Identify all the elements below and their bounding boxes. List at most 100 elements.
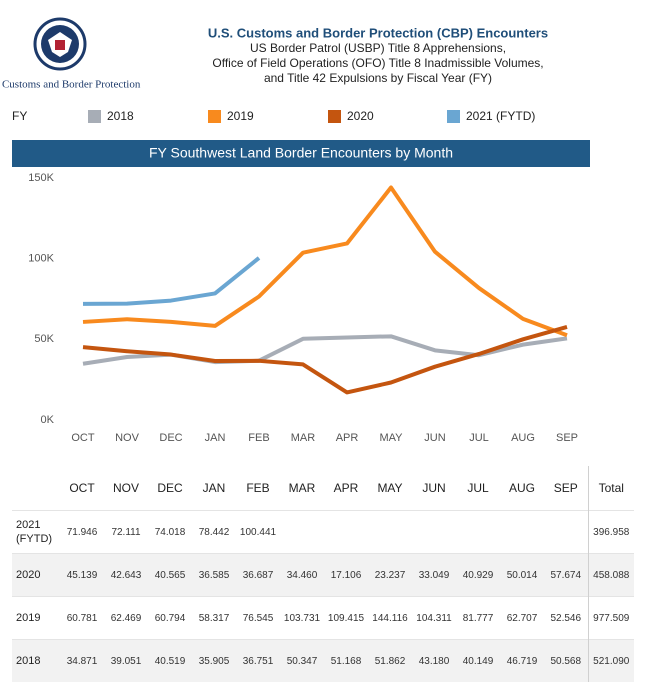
table-cell: 40.149 [456,639,500,682]
header-cell [12,466,60,511]
series-line [82,325,568,395]
table-cell [544,510,588,554]
legend-swatch [88,110,101,123]
table-cell: 62.469 [104,596,148,640]
legend-title: FY [12,109,27,123]
header-cell: NOV [112,481,139,495]
header-cell: DEC [157,481,183,495]
x-tick-label: SEP [556,432,578,444]
x-tick-label: MAR [291,432,316,444]
x-tick-label: APR [336,432,359,444]
header-cell: Total [587,466,634,511]
table-cell: 45.139 [60,553,104,597]
header-cell: JUL [467,481,489,495]
series-line [82,185,568,338]
table-cell [368,510,412,554]
page-title: U.S. Customs and Border Protection (CBP)… [208,25,548,40]
x-tick-label: OCT [71,432,95,444]
data-table: OCT NOV DEC JAN FEB MAR APR MAY JUN JUL AUG SEP Tota… [12,466,634,682]
table-cell: 100.441 [236,510,280,554]
x-tick-label: JUL [469,432,489,444]
x-tick-label: AUG [511,432,535,444]
header-cell: AUG [508,481,535,495]
table-cell: 51.862 [368,639,412,682]
table-cell: 50.568 [544,639,588,682]
table-row: 2021 (FYTD) 71.946 72.111 74.018 78.442 100.4… [12,510,634,554]
table-cell: 52.546 [544,596,588,640]
table-cell [412,510,456,554]
legend-label: 2018 [107,109,134,123]
table-cell: 33.049 [412,553,456,597]
header-cell: MAY [377,481,403,495]
table-cell [500,510,544,554]
table-cell: 35.905 [192,639,236,682]
header-cell: FEB [246,481,270,495]
header-cell: JUN [422,481,446,495]
table-cell: 60.794 [148,596,192,640]
table-cell: 62.707 [500,596,544,640]
header-cell: JAN [202,481,226,495]
table-row: 2019 60.781 62.469 60.794 58.317 76.545 103.73… [12,596,634,640]
y-tick-label: 100K [28,253,54,265]
subtitle: Office of Field Operations (OFO) Title 8… [212,56,543,70]
table-cell: 104.311 [412,596,456,640]
table-cell: 74.018 [148,510,192,554]
table-cell: 76.545 [236,596,280,640]
table-cell: 23.237 [368,553,412,597]
legend-swatch [447,110,460,123]
table-cell: 81.777 [456,596,500,640]
header-cell: APR [333,481,359,495]
legend-swatch [328,110,341,123]
table-cell [280,510,324,554]
x-tick-label: FEB [248,432,269,444]
table-cell: 50.347 [280,639,324,682]
table-cell: 43.180 [412,639,456,682]
table-cell: 39.051 [104,639,148,682]
header-cell: SEP [553,481,578,495]
table-cell [456,510,500,554]
chart-banner [12,140,590,167]
table-row: 2018 34.871 39.051 40.519 35.905 36.751 50.347… [12,639,634,682]
y-tick-label: 50K [34,333,54,345]
legend-label: 2019 [227,109,254,123]
total-cell: 396.958 [587,510,634,554]
subtitle: and Title 42 Expulsions by Fiscal Year (… [264,71,492,85]
table-cell: 103.731 [280,596,324,640]
x-tick-label: MAY [379,432,403,444]
header-cell: OCT [69,481,95,495]
table-cell: 60.781 [60,596,104,640]
table-cell: 78.442 [192,510,236,554]
table-cell: 17.106 [324,553,368,597]
table-cell: 36.751 [236,639,280,682]
table-cell: 109.415 [324,596,368,640]
series-line [82,256,261,306]
table-cell: 36.687 [236,553,280,597]
x-tick-label: NOV [115,432,140,444]
total-cell: 977.509 [587,596,634,640]
table-cell: 40.519 [148,639,192,682]
table-cell: 40.565 [148,553,192,597]
table-cell: 144.116 [368,596,412,640]
table-cell: 50.014 [500,553,544,597]
logo [33,17,87,71]
agency-name: U.S. Customs and Border Protection [0,79,141,91]
row-label: 2021 (FYTD) [12,510,60,554]
table-cell: 46.719 [500,639,544,682]
total-cell: 521.090 [587,639,634,682]
total-cell: 458.088 [587,553,634,597]
table-cell: 40.929 [456,553,500,597]
table-cell: 34.460 [280,553,324,597]
table-cell [324,510,368,554]
row-label: 2019 [12,596,60,640]
table-cell: 57.674 [544,553,588,597]
legend-label: 2020 [347,109,374,123]
row-label: 2020 [12,553,60,597]
legend-swatch [208,110,221,123]
y-tick-label: 150K [28,172,54,184]
table-row: 2020 45.139 42.643 40.565 36.585 36.687 34.460… [12,553,634,597]
row-label: 2018 [12,639,60,682]
header-cell: MAR [288,481,316,495]
chart: U.S. Customs and Border Protection U.S. … [0,17,590,444]
table-cell: 72.111 [104,510,148,554]
legend-label: 2021 (FYTD) [466,109,535,123]
